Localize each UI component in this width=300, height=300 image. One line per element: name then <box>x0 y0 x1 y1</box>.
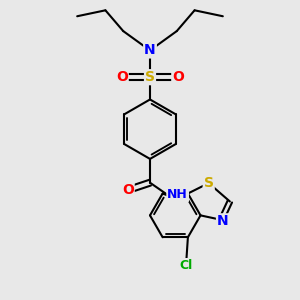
Text: O: O <box>116 70 128 84</box>
Text: N: N <box>217 214 229 228</box>
Text: S: S <box>145 70 155 84</box>
Text: NH: NH <box>167 188 188 201</box>
Text: S: S <box>204 176 214 190</box>
Text: O: O <box>172 70 184 84</box>
Text: O: O <box>122 183 134 197</box>
Text: Cl: Cl <box>180 259 193 272</box>
Text: N: N <box>144 44 156 57</box>
